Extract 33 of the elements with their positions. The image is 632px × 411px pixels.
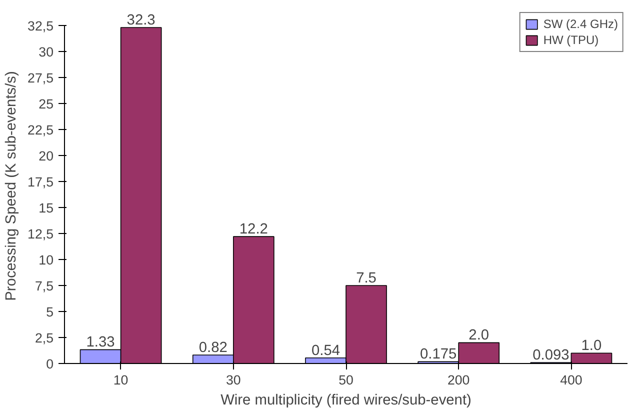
data-label: 0.54 (311, 342, 340, 359)
data-label: 2.0 (468, 328, 490, 344)
y-tick-label: 15 (38, 200, 54, 216)
legend-label: HW (TPU) (543, 33, 599, 47)
y-tick-label: 5 (46, 304, 54, 320)
x-axis-title: Wire multiplicity (fired wires/sub-event) (220, 392, 472, 408)
data-label: 1.0 (581, 338, 602, 354)
x-tick-label: 400 (560, 372, 582, 388)
y-tick-label: 12,5 (28, 226, 54, 242)
y-tick-label: 0 (46, 356, 54, 372)
y-tick-label: 25 (38, 96, 54, 112)
y-tick-label: 27,5 (28, 70, 54, 86)
x-tick-label: 30 (226, 372, 241, 388)
data-label: 1.33 (86, 334, 115, 351)
y-tick-label: 2,5 (34, 330, 54, 346)
y-tick-label: 32,5 (28, 18, 54, 34)
data-label: 12.2 (239, 222, 268, 238)
legend-label: SW (2.4 GHz) (543, 17, 618, 31)
y-tick-label: 30 (38, 44, 54, 60)
x-tick-label: 50 (338, 372, 354, 388)
x-tick-label: 10 (113, 372, 128, 388)
y-tick-label: 22,5 (28, 122, 54, 138)
y-tick-label: 17,5 (28, 174, 54, 190)
x-tick-label: 200 (447, 372, 470, 388)
y-axis-title: Processing Speed (K sub-events/s) (4, 71, 20, 301)
y-tick-label: 20 (38, 148, 54, 164)
y-tick-label: 10 (38, 252, 54, 268)
data-label: 0.175 (420, 346, 457, 363)
data-label: 32.3 (126, 12, 156, 28)
data-label: 0.093 (532, 348, 570, 364)
data-label: 0.82 (198, 340, 228, 356)
y-tick-label: 7,5 (34, 278, 54, 294)
data-label: 7.5 (356, 270, 376, 286)
